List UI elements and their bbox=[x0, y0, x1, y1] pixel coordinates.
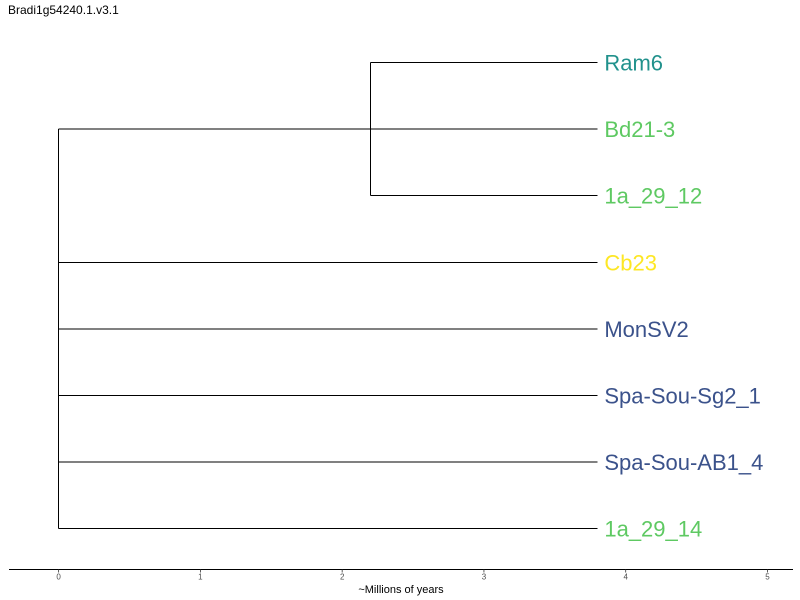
x-axis: 0 1 2 3 4 5 bbox=[9, 569, 793, 582]
x-tick-label-4: 4 bbox=[623, 573, 628, 582]
x-tick-label-2: 2 bbox=[340, 573, 345, 582]
x-tick-label-0: 0 bbox=[56, 573, 61, 582]
tip-label-1: Bd21-3 bbox=[604, 117, 675, 142]
page-title: Bradi1g54240.1.v3.1 bbox=[8, 3, 119, 17]
branches-group bbox=[58, 62, 598, 530]
x-tick-label-3: 3 bbox=[482, 573, 487, 582]
tip-label-5: Spa-Sou-Sg2_1 bbox=[604, 384, 761, 409]
tip-label-7: 1a_29_14 bbox=[604, 517, 702, 542]
tip-labels-group: Ram6 Bd21-3 1a_29_12 Cb23 MonSV2 Spa-Sou-Sg2_… bbox=[604, 51, 763, 542]
tip-label-4: MonSV2 bbox=[604, 317, 688, 342]
tip-label-6: Spa-Sou-AB1_4 bbox=[604, 450, 763, 475]
tip-label-0: Ram6 bbox=[604, 51, 663, 76]
x-tick-label-5: 5 bbox=[765, 573, 770, 582]
x-tick-label-1: 1 bbox=[198, 573, 203, 582]
tip-label-3: Cb23 bbox=[604, 250, 657, 275]
tip-label-2: 1a_29_12 bbox=[604, 184, 702, 209]
x-axis-title: ~Millions of years bbox=[358, 584, 444, 596]
